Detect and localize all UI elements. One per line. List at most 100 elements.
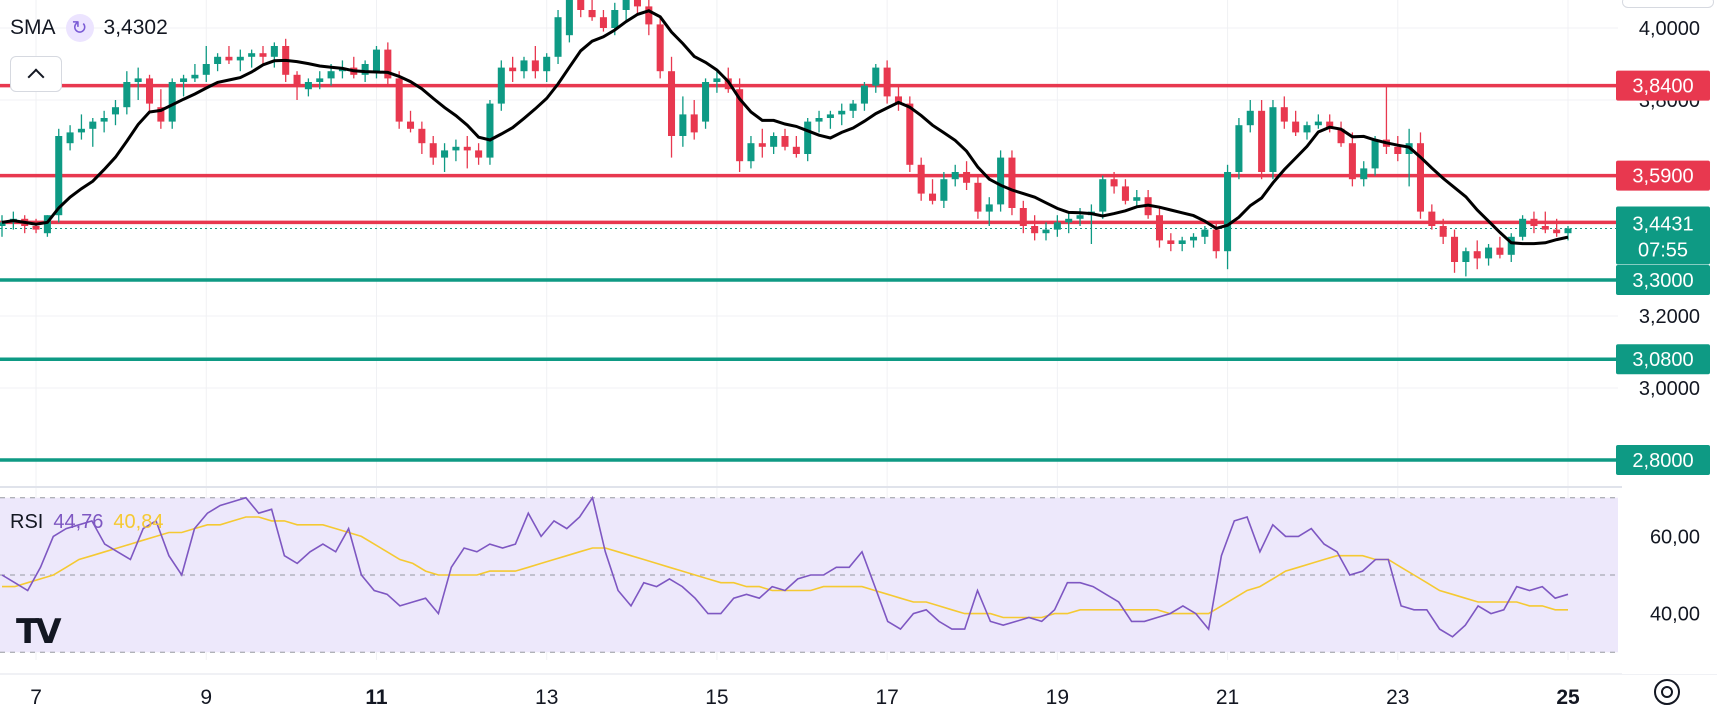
level-price-tag	[1616, 445, 1710, 475]
level-price-tag	[1616, 344, 1710, 375]
countdown-label: 07:55	[1638, 239, 1688, 261]
candle-body	[509, 67, 517, 72]
candle-body	[384, 49, 392, 79]
candle-body	[1462, 251, 1470, 262]
rsi-line	[1, 495, 1569, 638]
candle-body	[883, 67, 891, 97]
time-tick-label: 15	[705, 686, 728, 709]
candle-body	[1348, 143, 1356, 180]
candle-body	[77, 128, 85, 133]
candle-body	[1201, 229, 1209, 237]
settings-gear-icon[interactable]	[1654, 679, 1680, 705]
candle-body	[1564, 228, 1572, 234]
time-tick-label: 19	[1046, 686, 1069, 709]
last-price-tag	[1616, 206, 1710, 265]
rsi-pane	[0, 495, 1618, 653]
candle-body	[372, 49, 380, 72]
candle-body	[622, 0, 630, 11]
collapse-legend-button[interactable]	[10, 56, 62, 92]
tradingview-logo[interactable]: TV	[16, 612, 61, 652]
time-tick-label: 23	[1386, 686, 1409, 709]
candle-body	[781, 136, 789, 147]
candle-body	[1507, 236, 1515, 255]
candle-body	[1394, 146, 1402, 154]
candle-body	[633, 0, 641, 7]
top-right-control[interactable]	[1622, 0, 1714, 8]
candle-body	[441, 150, 449, 158]
candle-body	[43, 215, 51, 234]
price-tick-label: 3,2000	[1639, 306, 1700, 328]
time-tick-label: 13	[535, 686, 558, 709]
time-tick-label: 21	[1216, 686, 1239, 709]
candle-body	[316, 78, 324, 82]
refresh-icon[interactable]: ↻	[65, 14, 94, 42]
sma-label: SMA	[10, 16, 56, 39]
price-axis[interactable]: 4,00003,80003,20003,000060,0040,003,8400…	[1616, 0, 1717, 674]
candle-body	[838, 110, 846, 115]
candle-body	[1314, 121, 1322, 126]
candle-body	[89, 121, 97, 129]
candle-body	[1292, 121, 1300, 133]
candle-body	[826, 114, 834, 118]
candle-body	[55, 136, 63, 216]
candle-body	[520, 60, 528, 72]
level-price-tag	[1616, 265, 1710, 295]
candle-body	[32, 226, 40, 230]
candle-body	[1190, 236, 1198, 241]
rsi-legend: RSI 44,76 40,84	[10, 511, 163, 534]
candle-body	[463, 146, 471, 151]
candle-body	[293, 74, 301, 86]
candle-body	[270, 46, 278, 57]
candle-body	[804, 121, 812, 154]
price-tick-label: 3,0000	[1639, 378, 1700, 400]
level-price-tag	[1616, 70, 1710, 101]
candle-body	[1530, 218, 1538, 226]
candle-body	[1065, 218, 1073, 223]
candle-body	[906, 103, 914, 165]
candle-body	[565, 0, 573, 36]
candle-body	[1155, 215, 1163, 241]
candle-body	[860, 85, 868, 104]
candle-body	[940, 179, 948, 201]
candle-body	[225, 56, 233, 61]
candle-body	[191, 74, 199, 79]
time-tick-label: 9	[200, 686, 212, 709]
time-axis[interactable]: 79111315171921232527	[30, 686, 1717, 709]
rsi-value: 44,76	[53, 511, 104, 533]
level-price-tag	[1616, 160, 1710, 191]
candle-body	[134, 78, 142, 82]
candle-body	[1553, 229, 1561, 234]
candle-body	[1224, 172, 1232, 252]
candle-body	[157, 107, 165, 122]
candle-body	[1269, 107, 1277, 172]
candle-body	[1099, 179, 1107, 212]
candle-body	[111, 107, 119, 115]
candle-body	[1178, 240, 1186, 244]
candle-body	[917, 164, 925, 194]
candle-body	[395, 78, 403, 122]
candle-body	[1496, 247, 1504, 255]
candle-body	[554, 17, 562, 57]
candle-body	[997, 157, 1005, 205]
candle-body	[1019, 208, 1027, 226]
candle-body	[1133, 197, 1141, 201]
candle-body	[259, 53, 267, 57]
candle-body	[1246, 110, 1254, 126]
candle-body	[202, 64, 210, 75]
candle-body	[1008, 157, 1016, 208]
candle-body	[1326, 121, 1334, 129]
candle-body	[1303, 125, 1311, 133]
candle-body	[690, 114, 698, 133]
candle-body	[1519, 218, 1527, 237]
candle-body	[1042, 229, 1050, 234]
candle-body	[849, 103, 857, 111]
candle-body	[543, 56, 551, 72]
candle-body	[1121, 186, 1129, 201]
candle-body	[123, 82, 131, 108]
candle-body	[1541, 226, 1549, 230]
candle-body	[452, 146, 460, 151]
candle-body	[611, 10, 619, 28]
candle-body	[792, 146, 800, 154]
rsi-tick-label: 40,00	[1650, 604, 1700, 626]
